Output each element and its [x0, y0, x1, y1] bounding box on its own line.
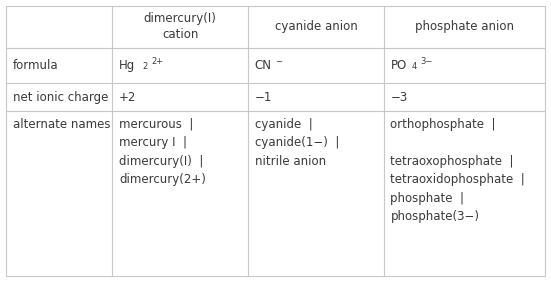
Text: Hg: Hg	[119, 59, 135, 72]
Text: phosphate anion: phosphate anion	[415, 20, 514, 34]
Text: formula: formula	[13, 59, 58, 72]
Text: dimercury(I)
cation: dimercury(I) cation	[144, 12, 217, 41]
Text: cyanide  |
cyanide(1−)  |
nitrile anion: cyanide | cyanide(1−) | nitrile anion	[255, 118, 339, 168]
Text: −3: −3	[391, 91, 408, 103]
Text: −1: −1	[255, 91, 272, 103]
Text: 2: 2	[142, 62, 147, 71]
Text: +2: +2	[119, 91, 136, 103]
Text: cyanide anion: cyanide anion	[274, 20, 357, 34]
Text: 3−: 3−	[420, 57, 433, 66]
Text: mercurous  |
mercury I  |
dimercury(I)  |
dimercury(2+): mercurous | mercury I | dimercury(I) | d…	[119, 118, 206, 186]
Text: orthophosphate  |

tetraoxophosphate  |
tetraoxidophosphate  |
phosphate  |
phos: orthophosphate | tetraoxophosphate | tet…	[391, 118, 525, 223]
Text: −: −	[276, 57, 283, 66]
Text: CN: CN	[255, 59, 272, 72]
Text: net ionic charge: net ionic charge	[13, 91, 108, 103]
Text: alternate names: alternate names	[13, 118, 110, 131]
Text: 4: 4	[412, 62, 417, 71]
Text: 2+: 2+	[151, 57, 163, 66]
Text: PO: PO	[391, 59, 407, 72]
